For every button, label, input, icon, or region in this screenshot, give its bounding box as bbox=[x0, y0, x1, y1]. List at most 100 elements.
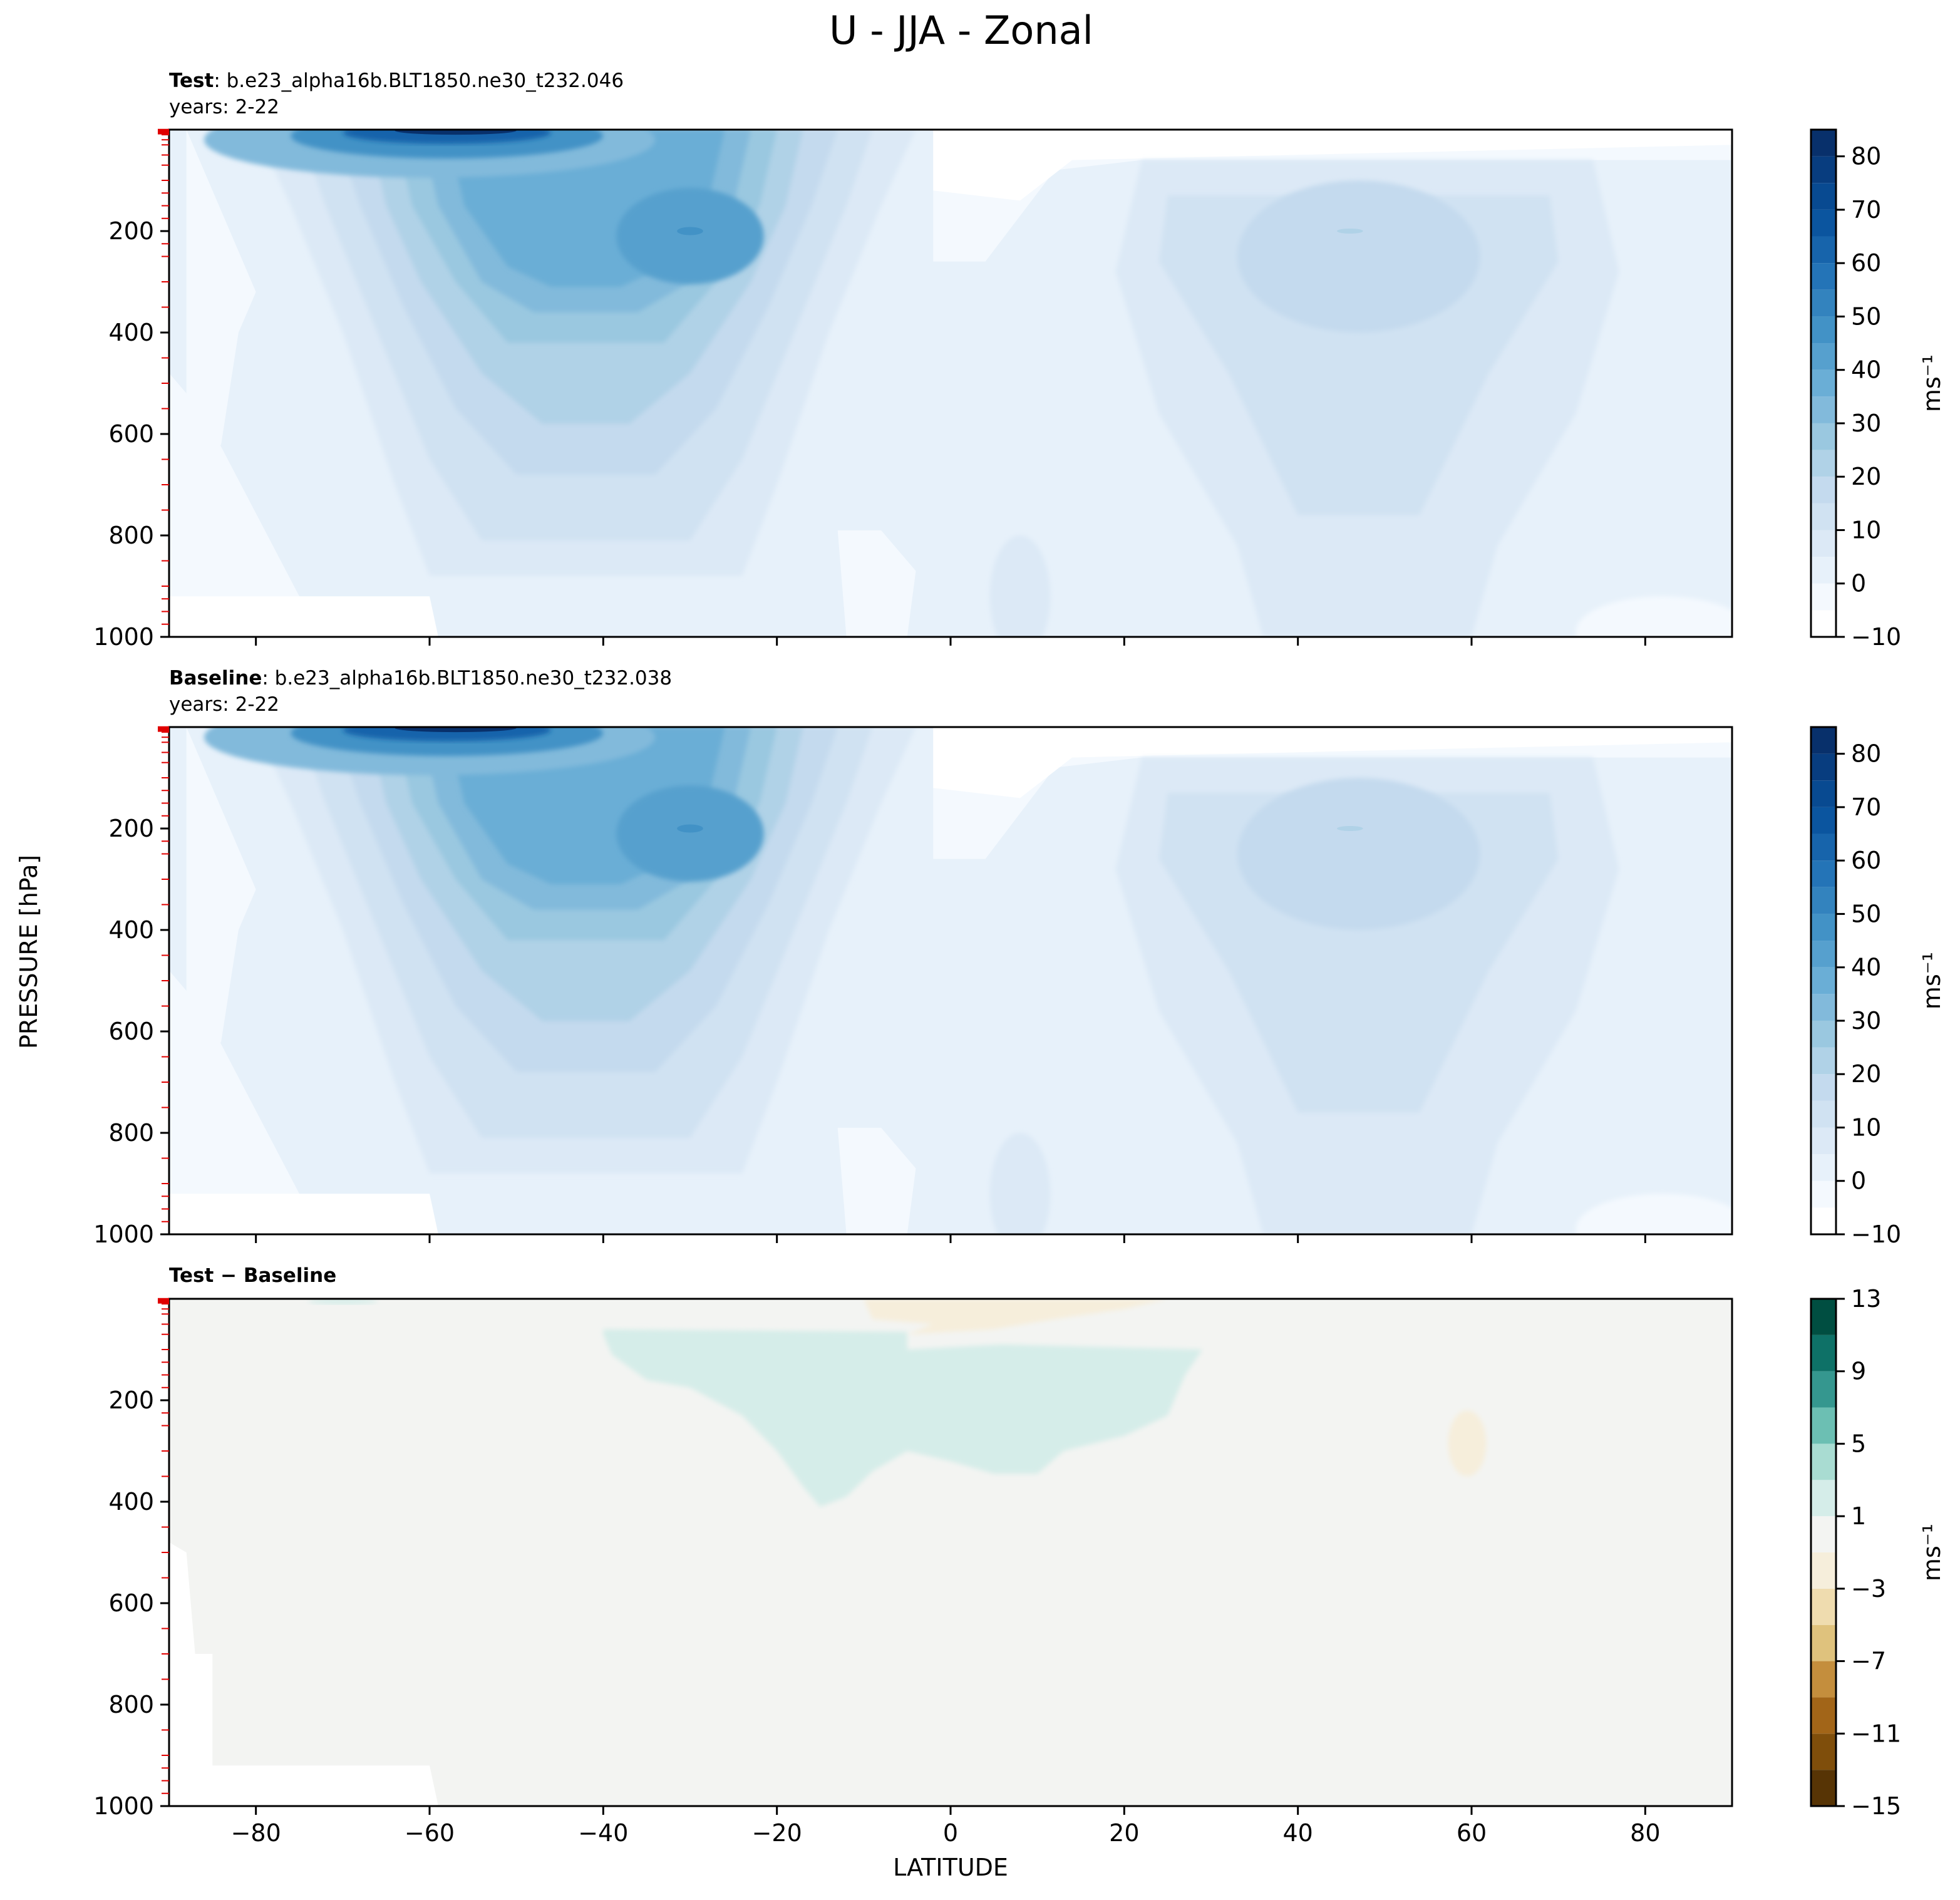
y-tick-label: 800 bbox=[108, 1691, 154, 1718]
colorbar-tick-label: −10 bbox=[1851, 623, 1901, 651]
colorbar-segment bbox=[1811, 1127, 1836, 1155]
colorbar-segment bbox=[1811, 1074, 1836, 1101]
panel-2-axes: 200 400 600 800 1000 −80 −60 −40 −20 0 20 40 60 80 bbox=[93, 1298, 1733, 1847]
colorbar-segment bbox=[1811, 1661, 1836, 1698]
colorbar-segment bbox=[1811, 1697, 1836, 1734]
colorbar-segment bbox=[1811, 941, 1836, 968]
northern-jet-core bbox=[1237, 180, 1480, 333]
positive-difference bbox=[603, 1329, 1203, 1507]
colorbar-segment bbox=[1811, 727, 1836, 754]
colorbar-tick-label: 5 bbox=[1851, 1430, 1866, 1457]
colorbar-unit-label: ms⁻¹ bbox=[1918, 1524, 1946, 1581]
colorbar-tick-label: 0 bbox=[1851, 1167, 1866, 1195]
colorbar-segment bbox=[1811, 1100, 1836, 1128]
colorbar-segment bbox=[1811, 1770, 1836, 1806]
southern-jet-core bbox=[616, 785, 764, 882]
colorbar-unit-label: ms⁻¹ bbox=[1918, 354, 1946, 412]
colorbar-tick-label: 70 bbox=[1851, 196, 1881, 224]
surface-mask bbox=[169, 1542, 438, 1806]
colorbar-segment bbox=[1811, 1154, 1836, 1181]
x-tick-label: 20 bbox=[1109, 1819, 1139, 1847]
colorbar-tick-label: 30 bbox=[1851, 1007, 1881, 1035]
colorbar-segment bbox=[1811, 450, 1836, 477]
colorbar-tick-label: −3 bbox=[1851, 1575, 1886, 1603]
northern-jet-maximum bbox=[1337, 229, 1363, 234]
negative-difference bbox=[1448, 1410, 1487, 1477]
southern-jet-maximum bbox=[677, 227, 703, 235]
negative-difference bbox=[864, 1299, 1168, 1335]
colorbar-tick-label: 9 bbox=[1851, 1358, 1866, 1385]
colorbar-tick-label: 10 bbox=[1851, 1113, 1881, 1141]
colorbar-segment bbox=[1811, 1624, 1836, 1661]
panel-title-test-case: : b.e23_alpha16b.BLT1850.ne30_t232.046 bbox=[214, 70, 624, 92]
colorbar-tick-label: 30 bbox=[1851, 410, 1881, 437]
weak-wind-region bbox=[169, 130, 430, 637]
colorbar-unit-label: ms⁻¹ bbox=[1918, 952, 1946, 1009]
colorbar-tick-label: 10 bbox=[1851, 516, 1881, 544]
colorbar-segment bbox=[1811, 1480, 1836, 1517]
panel-title-baseline: Baseline: b.e23_alpha16b.BLT1850.ne30_t2… bbox=[169, 665, 672, 718]
colorbar-segment bbox=[1811, 887, 1836, 914]
panel-title-test-bold: Test bbox=[169, 70, 214, 92]
y-tick-label: 600 bbox=[108, 1589, 154, 1617]
polar-night-jet-core bbox=[395, 727, 517, 733]
colorbar-segment bbox=[1811, 1516, 1836, 1552]
y-tick-label: 800 bbox=[108, 522, 154, 549]
figure-title: U - JJA - Zonal bbox=[829, 8, 1093, 53]
weak-wind-region bbox=[837, 530, 916, 637]
y-tick-label: 200 bbox=[108, 217, 154, 245]
arctic-easterly bbox=[1576, 1194, 1732, 1234]
x-tick-label: −80 bbox=[231, 1819, 281, 1847]
colorbar-segment bbox=[1811, 1443, 1836, 1480]
southern-jet-maximum bbox=[677, 824, 703, 833]
panel-title-test: Test: b.e23_alpha16b.BLT1850.ne30_t232.0… bbox=[169, 68, 624, 120]
x-tick-label: −20 bbox=[752, 1819, 802, 1847]
colorbar-frame bbox=[1810, 726, 1837, 1236]
colorbar-tick-label: 20 bbox=[1851, 1060, 1881, 1088]
colorbar-tick-label: 0 bbox=[1851, 570, 1866, 597]
colorbar-tick-label: 60 bbox=[1851, 249, 1881, 277]
colorbar-segment bbox=[1811, 557, 1836, 584]
colorbar-segment bbox=[1811, 209, 1836, 237]
colorbar-segment bbox=[1811, 289, 1836, 317]
colorbar-segment bbox=[1811, 236, 1836, 264]
x-tick-label: −60 bbox=[405, 1819, 455, 1847]
y-tick-label: 400 bbox=[108, 1488, 154, 1515]
weak-wind-region bbox=[837, 1127, 916, 1234]
colorbar-segment bbox=[1811, 396, 1836, 423]
colorbar-segment bbox=[1811, 1733, 1836, 1770]
colorbar-segment bbox=[1811, 860, 1836, 887]
colorbar-segment bbox=[1811, 967, 1836, 994]
panel-title-baseline-case: : b.e23_alpha16b.BLT1850.ne30_t232.038 bbox=[262, 667, 673, 689]
colorbar-segment bbox=[1811, 263, 1836, 290]
colorbar-tick-label: −7 bbox=[1851, 1648, 1886, 1675]
weak-wind-region bbox=[169, 727, 430, 1234]
colorbar-tick-label: 50 bbox=[1851, 900, 1881, 927]
panel-0-axes: 200 400 600 800 1000 bbox=[93, 128, 1733, 651]
panel-years-baseline: years: 2-22 bbox=[169, 693, 279, 716]
colorbar-segment bbox=[1811, 834, 1836, 861]
colorbar-tick-label: 80 bbox=[1851, 143, 1881, 170]
colorbar-tick-label: 50 bbox=[1851, 302, 1881, 330]
panel-title-diff-bold: Test − Baseline bbox=[169, 1264, 337, 1287]
colorbar-segment bbox=[1811, 780, 1836, 807]
colorbar-segment bbox=[1811, 316, 1836, 344]
colorbar-tick-label: −15 bbox=[1851, 1792, 1901, 1820]
colorbar-segment bbox=[1811, 583, 1836, 611]
panel-years-test: years: 2-22 bbox=[169, 96, 279, 118]
y-tick-label: 600 bbox=[108, 1018, 154, 1045]
colorbar-segment bbox=[1811, 753, 1836, 781]
panel-0-colorbar: −10 0 10 20 30 40 50 60 70 80 ms⁻¹ bbox=[1810, 128, 1946, 651]
colorbar-segment bbox=[1811, 1335, 1836, 1371]
colorbar-segment bbox=[1811, 130, 1836, 157]
panel-title-baseline-bold: Baseline bbox=[169, 667, 262, 689]
colorbar-segment bbox=[1811, 369, 1836, 397]
panel-1-axes: 200 400 600 800 1000 bbox=[93, 726, 1733, 1248]
colorbar-tick-label: 1 bbox=[1851, 1502, 1866, 1530]
colorbar-segment bbox=[1811, 183, 1836, 210]
weak-wind-region bbox=[186, 727, 256, 1093]
y-tick-label: 400 bbox=[108, 319, 154, 346]
panel-title-diff: Test − Baseline bbox=[169, 1262, 336, 1289]
y-tick-label: 800 bbox=[108, 1119, 154, 1147]
colorbar-segment bbox=[1811, 530, 1836, 557]
